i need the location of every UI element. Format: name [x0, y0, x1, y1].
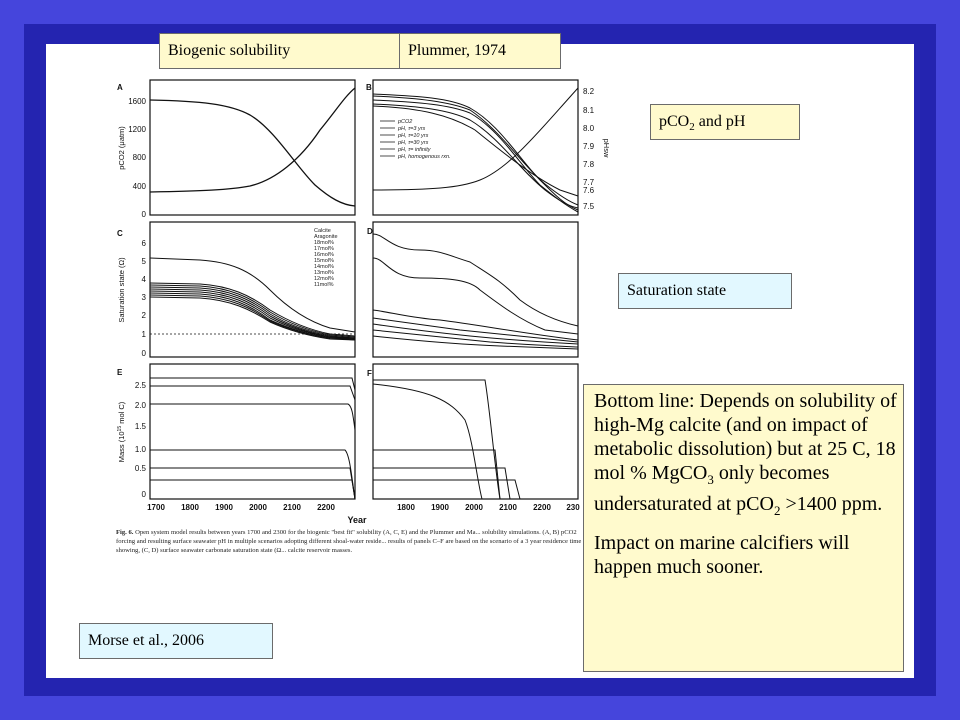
saturation-state-label: Saturation state — [618, 273, 792, 309]
pco2-ph-label: pCO2 and pH — [650, 104, 800, 140]
biogenic-solubility-label: Biogenic solubility — [159, 33, 400, 69]
morse-citation-label: Morse et al., 2006 — [79, 623, 273, 659]
bottom-line-note: Bottom line: Depends on solubility of hi… — [583, 384, 904, 672]
caption-lead: Fig. 6. — [116, 529, 134, 536]
figure-caption: Fig. 6. Open system model results betwee… — [116, 528, 584, 555]
note-paragraph-1: Bottom line: Depends on solubility of hi… — [594, 390, 897, 518]
note-paragraph-2: Impact on marine calcifiers will happen … — [594, 532, 850, 578]
plummer-label: Plummer, 1974 — [399, 33, 561, 69]
caption-text: Open system model results between years … — [116, 529, 582, 554]
